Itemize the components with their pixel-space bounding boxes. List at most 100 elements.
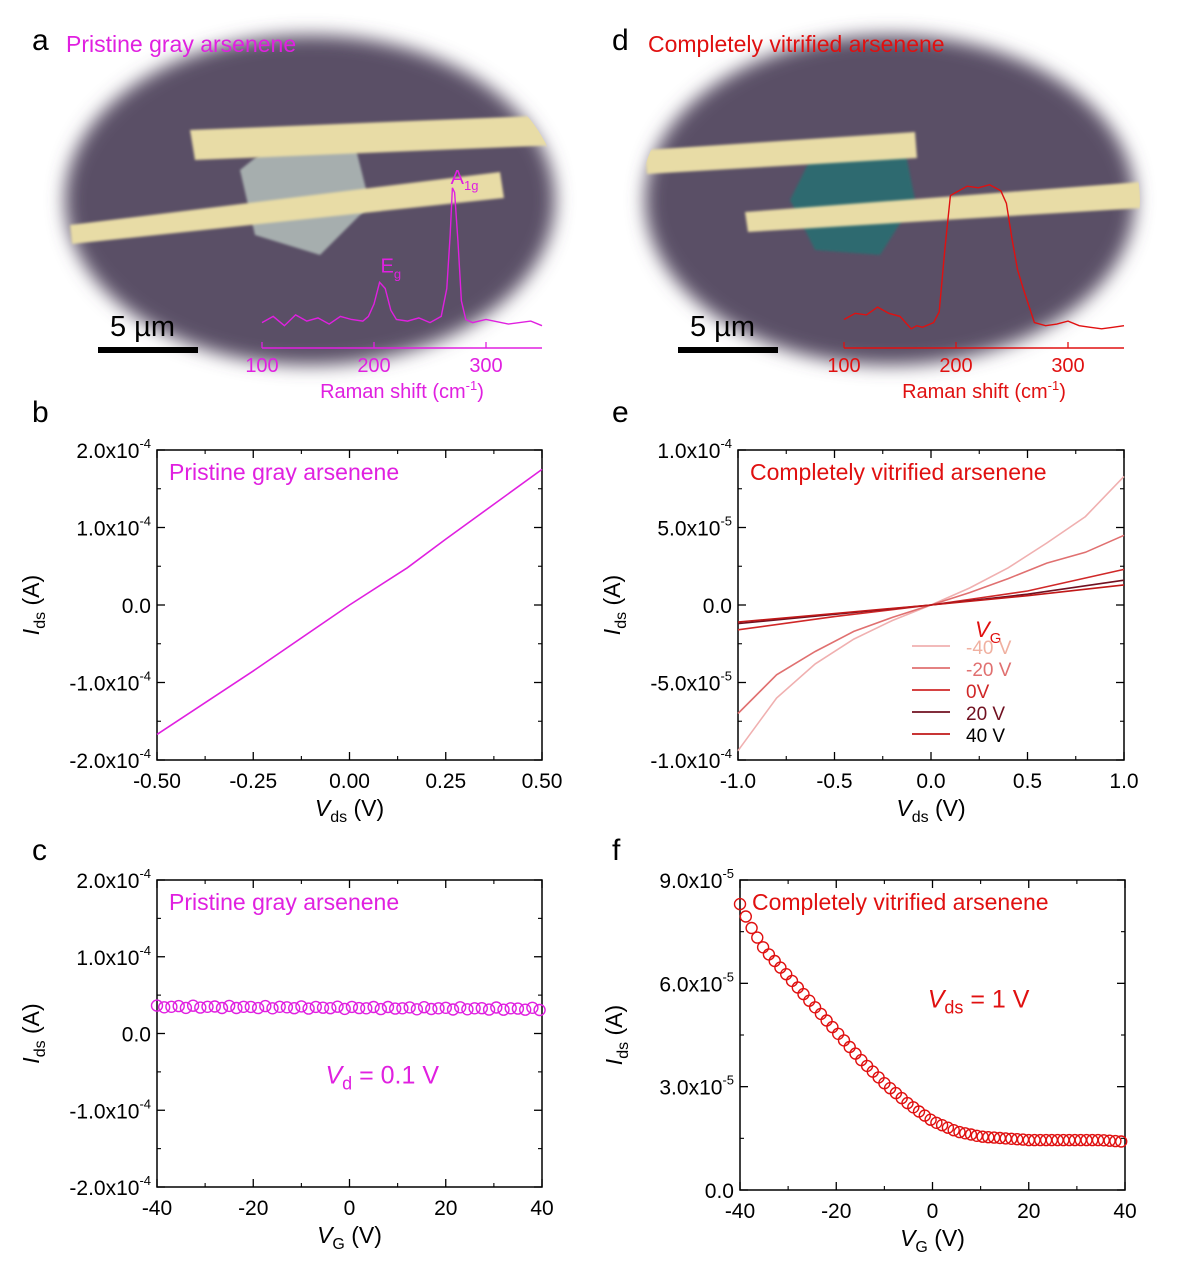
data-point [432, 1002, 445, 1015]
data-point [251, 1001, 265, 1015]
data-point [150, 999, 164, 1012]
y-tick-label-f: 9.0x10-5 [659, 866, 734, 893]
data-point [403, 1001, 416, 1014]
y-tick-label-c: 0.0 [122, 1024, 151, 1047]
data-point [803, 994, 816, 1007]
optical-image-a [65, 35, 560, 365]
x-tick-label-b: -0.25 [229, 770, 277, 793]
data-point [785, 974, 799, 988]
y-tick-label-e: -5.0x10-5 [650, 669, 732, 696]
x-tick-label-f: 40 [1113, 1200, 1136, 1223]
raman-xlabel-a: Raman shift (cm-1) [320, 378, 484, 403]
data-point [791, 981, 804, 994]
panel-letter-e: e [612, 396, 629, 429]
data-point [338, 1002, 351, 1016]
x-axis-title-e: Vds (V) [896, 795, 965, 826]
data-point [194, 1001, 207, 1014]
y-axis-title-e: Ids (A) [599, 575, 630, 635]
raman-spectrum-a [261, 187, 543, 327]
data-point [475, 1002, 488, 1015]
flake-d [790, 150, 915, 255]
chart-title-b: Pristine gray arsenene [169, 459, 399, 485]
raman-peak-a1g: A1g [451, 167, 479, 193]
x-tick-label-b: -0.50 [133, 770, 181, 793]
scalebar-label-a: 5 µm [110, 311, 175, 343]
data-point [930, 1116, 943, 1130]
x-tick-label-c: 40 [530, 1197, 553, 1220]
x-axis-title-b: Vds (V) [315, 795, 384, 826]
annotation-c: Vd = 0.1 V [325, 1061, 439, 1093]
scalebar-label-d: 5 µm [690, 311, 755, 343]
x-tick-label-b: 0.25 [425, 770, 466, 793]
data-point [768, 954, 781, 968]
data-point [352, 1001, 366, 1015]
chart-c: -40 -20 0 20 40 -2.0x10-4 -1.0x10-4 0.0 1.0x10-4… [18, 866, 554, 1253]
data-point [820, 1014, 833, 1027]
iv-curve-e-4 [737, 584, 1125, 623]
x-tick-label-c: 20 [434, 1197, 457, 1220]
electrode-d-bottom [745, 182, 1140, 232]
raman-tick-label-d: 200 [939, 355, 972, 377]
data-point [482, 1003, 496, 1016]
data-point [935, 1118, 949, 1132]
electrode-a-top [190, 115, 560, 160]
data-point [533, 1003, 546, 1017]
raman-tick-label-d: 300 [1051, 355, 1084, 377]
y-tick-label-c: 2.0x10-4 [76, 866, 151, 893]
scalebar-a [98, 347, 198, 353]
electrode-d-top [645, 132, 917, 174]
chart-f: -40 -20 0 20 40 0.0 3.0x10-5 6.0x10-5 9.0x10-5 VG… [601, 866, 1137, 1256]
panel-letter-a: a [32, 24, 49, 57]
data-point [511, 1002, 525, 1015]
iv-curve-b [156, 468, 543, 736]
iv-curve-e-2 [737, 568, 1125, 631]
y-tick-label-b: 0.0 [122, 595, 151, 618]
data-point [374, 1002, 387, 1016]
data-point [924, 1113, 937, 1126]
data-point [367, 1000, 380, 1014]
raman-tick-label-a: 300 [469, 355, 502, 377]
data-point [953, 1125, 966, 1139]
data-point [964, 1128, 978, 1141]
legend-label: -40 V [966, 638, 1012, 659]
y-tick-label-e: -1.0x10-4 [650, 746, 732, 773]
flake-a [240, 130, 370, 255]
data-point [439, 1001, 452, 1014]
data-point [165, 1000, 178, 1013]
x-tick-label-e: 0.5 [1013, 770, 1042, 793]
data-point [941, 1121, 955, 1134]
legend-label: 40 V [966, 726, 1005, 747]
data-point [273, 1000, 286, 1013]
data-point [208, 1000, 222, 1013]
panel-letter-f: f [612, 834, 621, 867]
panel-letter-c: c [32, 834, 47, 867]
data-point [959, 1127, 972, 1140]
y-tick-label-b: -1.0x10-4 [69, 669, 151, 696]
data-point [259, 999, 272, 1013]
data-point [157, 1001, 171, 1014]
iv-curve-e-1 [737, 534, 1125, 715]
annotation-f: Vds = 1 V [928, 985, 1030, 1017]
data-point [417, 1001, 431, 1014]
data-point [295, 1000, 308, 1013]
x-tick-label-b: 0.00 [329, 770, 370, 793]
legend-label: -20 V [966, 660, 1012, 681]
data-point [756, 941, 770, 954]
panel-letter-b: b [32, 396, 49, 429]
data-point [360, 1002, 373, 1015]
data-point [316, 1001, 330, 1014]
data-point [309, 1000, 322, 1014]
data-point [345, 1000, 359, 1014]
legend-title-e: VG [975, 617, 1001, 647]
data-point [504, 1002, 517, 1015]
y-tick-label-c: -1.0x10-4 [69, 1096, 151, 1123]
x-tick-label-f: -20 [821, 1200, 851, 1223]
x-axis-title-f: VG (V) [900, 1225, 965, 1256]
data-points-c [150, 999, 546, 1017]
data-point [519, 1003, 532, 1016]
y-tick-label-b: 1.0x10-4 [76, 514, 151, 541]
x-tick-label-e: -1.0 [720, 770, 756, 793]
chart-b: -0.50 -0.25 0.00 0.25 0.50 -2.0x10-4 -1.0x10-4… [18, 436, 562, 826]
